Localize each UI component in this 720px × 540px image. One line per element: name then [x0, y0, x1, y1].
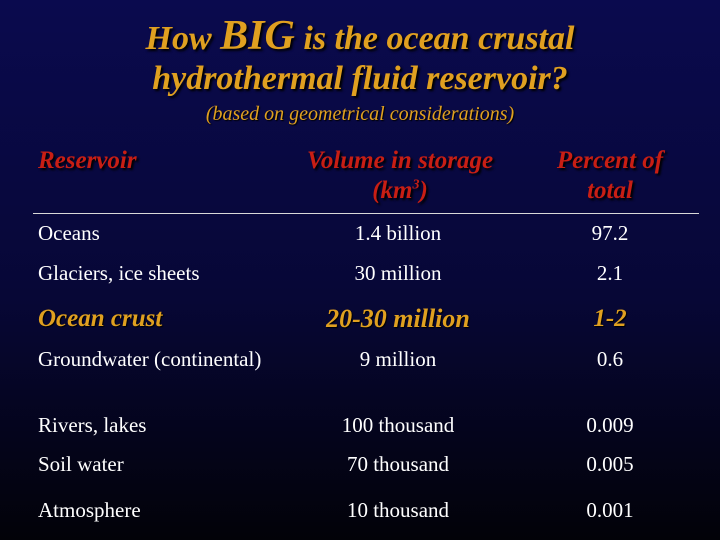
- cell-volume: 30 million: [354, 261, 442, 285]
- cell-reservoir: Atmosphere: [38, 498, 141, 522]
- cell-volume: 20-30 million: [326, 304, 470, 333]
- header-divider: [33, 213, 699, 214]
- cell-volume: 1.4 billion: [354, 221, 442, 245]
- cell-volume: 70 thousand: [346, 452, 450, 476]
- cell-percent: 0.001: [586, 498, 634, 522]
- title-text-post: is the ocean crustal: [294, 20, 575, 57]
- title-text-big: BIG: [220, 13, 295, 59]
- cell-percent: 97.2: [591, 221, 629, 245]
- column-header-volume: Volume in storage (km3): [270, 146, 530, 206]
- cell-volume: 9 million: [359, 347, 437, 371]
- title-text-pre: How: [145, 20, 221, 57]
- column-header-percent-line2: total: [587, 177, 633, 204]
- cell-reservoir: Groundwater (continental): [38, 347, 262, 371]
- volume-unit-post: ): [419, 177, 428, 204]
- column-header-percent-line1: Percent of: [556, 147, 664, 174]
- volume-unit-sup: 3: [412, 177, 420, 193]
- column-header-percent: Percent of total: [536, 146, 684, 206]
- title-line-2: hydrothermal fluid reservoir?: [152, 60, 568, 97]
- column-header-volume-unit: (km3): [270, 176, 530, 206]
- cell-percent: 1-2: [593, 305, 627, 332]
- cell-volume: 100 thousand: [341, 413, 455, 437]
- cell-percent: 0.009: [586, 413, 634, 437]
- cell-percent: 0.6: [596, 347, 624, 371]
- cell-volume: 10 thousand: [346, 498, 450, 522]
- cell-reservoir: Oceans: [38, 221, 100, 245]
- title-line-1: How BIG is the ocean crustal: [0, 14, 720, 61]
- volume-unit-pre: (km: [372, 177, 413, 204]
- cell-reservoir: Glaciers, ice sheets: [38, 261, 200, 285]
- cell-reservoir: Soil water: [38, 452, 124, 476]
- cell-reservoir: Ocean crust: [38, 305, 163, 332]
- cell-percent: 0.005: [586, 452, 634, 476]
- column-header-reservoir: Reservoir: [38, 147, 137, 174]
- cell-reservoir: Rivers, lakes: [38, 413, 147, 437]
- column-header-volume-line1: Volume in storage: [306, 147, 494, 174]
- subtitle: (based on geometrical considerations): [205, 103, 515, 125]
- cell-percent: 2.1: [596, 261, 624, 285]
